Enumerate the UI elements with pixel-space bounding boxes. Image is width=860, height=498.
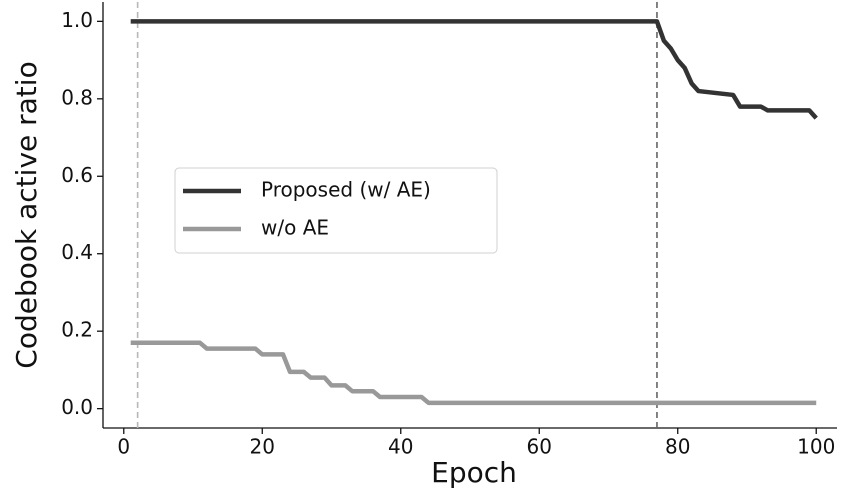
y-tick-label: 0.4 <box>61 240 93 264</box>
x-tick-label: 60 <box>527 435 552 459</box>
y-tick-label: 0.8 <box>61 85 93 109</box>
x-tick-label: 80 <box>665 435 690 459</box>
x-axis-label: Epoch <box>431 456 517 489</box>
line-series <box>130 19 818 120</box>
y-tick-label: 0.6 <box>61 163 93 187</box>
y-tick-label: 1.0 <box>61 8 93 32</box>
x-tick-label: 100 <box>797 435 835 459</box>
legend-label: w/o AE <box>261 216 329 240</box>
line-series <box>130 340 817 406</box>
y-axis-label: Codebook active ratio <box>10 61 43 368</box>
x-tick-label: 20 <box>250 435 275 459</box>
legend-label: Proposed (w/ AE) <box>261 178 431 202</box>
y-tick-label: 0.0 <box>61 395 93 419</box>
legend-box <box>174 167 498 254</box>
y-tick-label: 0.2 <box>61 318 93 342</box>
x-tick-label: 40 <box>388 435 413 459</box>
legend: Proposed (w/ AE) w/o AE <box>174 167 498 254</box>
x-tick-label: 0 <box>117 435 130 459</box>
